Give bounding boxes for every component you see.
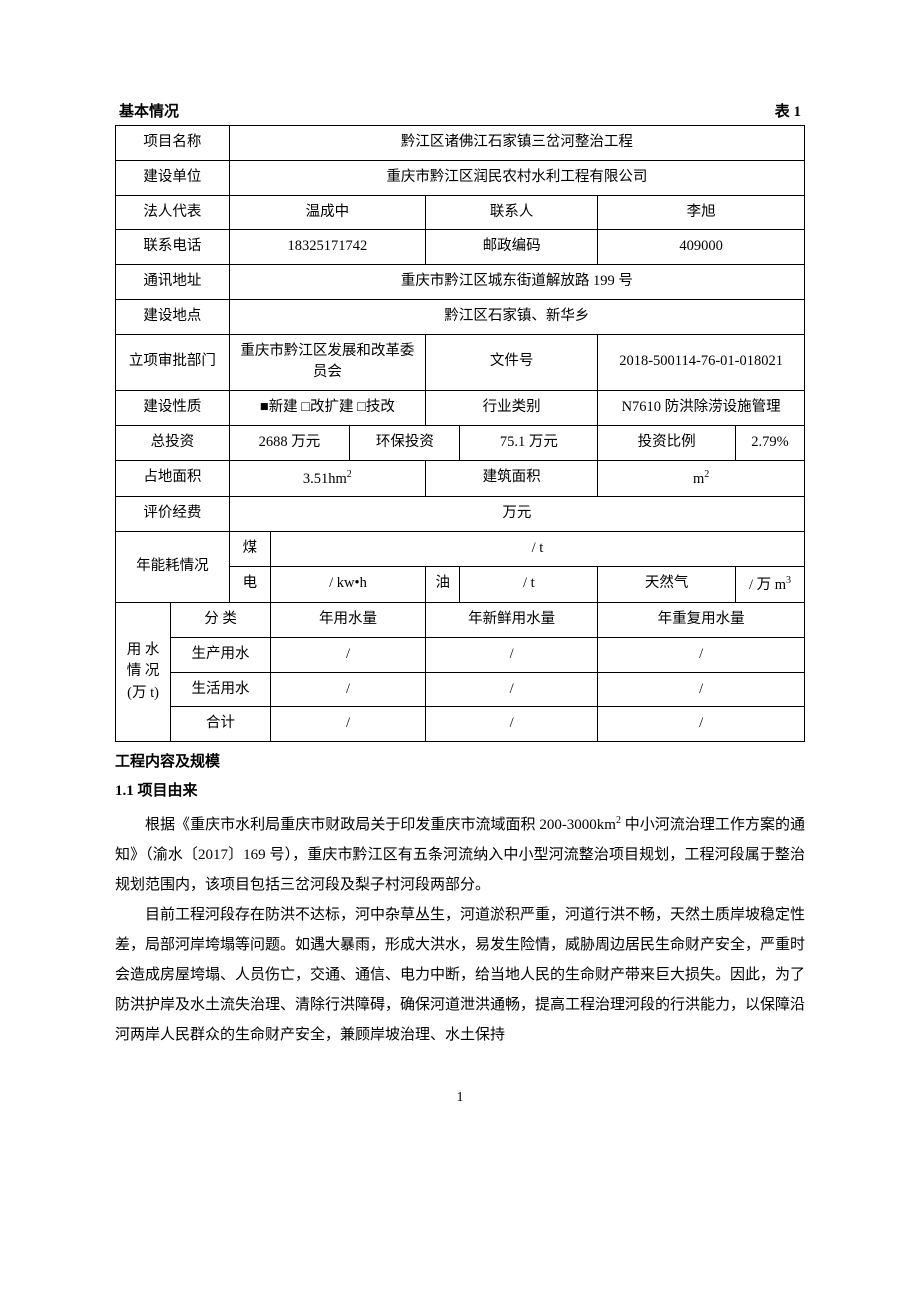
header-left: 基本情况 [119,100,179,121]
label: 总投资 [116,425,230,460]
value: / 万 m3 [736,566,805,603]
value: 重庆市黔江区润民农村水利工程有限公司 [229,160,804,195]
label: 邮政编码 [426,230,598,265]
value: / [598,707,805,742]
label: 文件号 [426,334,598,391]
value: 75.1 万元 [460,425,598,460]
label: 项目名称 [116,126,230,161]
label: 投资比例 [598,425,736,460]
value: / kw•h [271,566,426,603]
label: 环保投资 [350,425,460,460]
label: 立项审批部门 [116,334,230,391]
label: 年能耗情况 [116,531,230,602]
label: 天然气 [598,566,736,603]
label: 行业类别 [426,391,598,426]
value: m2 [598,460,805,497]
label: 生活用水 [171,672,271,707]
header-right: 表 1 [775,100,801,121]
section-title: 工程内容及规模 [115,750,805,771]
value: / [426,707,598,742]
value: / [426,672,598,707]
label: 占地面积 [116,460,230,497]
info-table: 项目名称 黔江区诸佛江石家镇三岔河整治工程 建设单位 重庆市黔江区润民农村水利工… [115,125,805,742]
value: 409000 [598,230,805,265]
label: 年用水量 [271,603,426,638]
label: 年新鲜用水量 [426,603,598,638]
label: 油 [426,566,460,603]
value: 重庆市黔江区城东街道解放路 199 号 [229,265,804,300]
value: / [598,637,805,672]
value: 温成中 [229,195,425,230]
value: / [598,672,805,707]
label: 联系电话 [116,230,230,265]
value: 李旭 [598,195,805,230]
value: / t [460,566,598,603]
value: / [271,637,426,672]
paragraph-2: 目前工程河段存在防洪不达标，河中杂草丛生，河道淤积严重，河道行洪不畅，天然土质岸… [115,900,805,1050]
label: 联系人 [426,195,598,230]
label: 建设单位 [116,160,230,195]
label: 通讯地址 [116,265,230,300]
value: 新建 改扩建 技改 [229,391,425,426]
value: N7610 防洪除涝设施管理 [598,391,805,426]
value: 18325171742 [229,230,425,265]
label: 煤 [229,531,270,566]
label: 建设性质 [116,391,230,426]
sub-title: 1.1 项目由来 [115,779,805,800]
paragraph-1: 根据《重庆市水利局重庆市财政局关于印发重庆市流域面积 200-3000km2 中… [115,810,805,900]
page-number: 1 [115,1090,805,1106]
value: / [271,707,426,742]
value: / [426,637,598,672]
label: 法人代表 [116,195,230,230]
value: 2688 万元 [229,425,350,460]
value: 万元 [229,497,804,532]
value: / t [271,531,805,566]
label: 分 类 [171,603,271,638]
header-row: 基本情况 表 1 [115,100,805,121]
label: 电 [229,566,270,603]
value: 3.51hm2 [229,460,425,497]
label: 生产用水 [171,637,271,672]
label: 年重复用水量 [598,603,805,638]
label: 评价经费 [116,497,230,532]
value: 黔江区石家镇、新华乡 [229,299,804,334]
value: 2.79% [736,425,805,460]
value: 黔江区诸佛江石家镇三岔河整治工程 [229,126,804,161]
label: 用 水情 况(万 t) [116,603,171,742]
label: 建筑面积 [426,460,598,497]
label: 合计 [171,707,271,742]
label: 建设地点 [116,299,230,334]
value: 2018-500114-76-01-018021 [598,334,805,391]
value: 重庆市黔江区发展和改革委员会 [229,334,425,391]
value: / [271,672,426,707]
